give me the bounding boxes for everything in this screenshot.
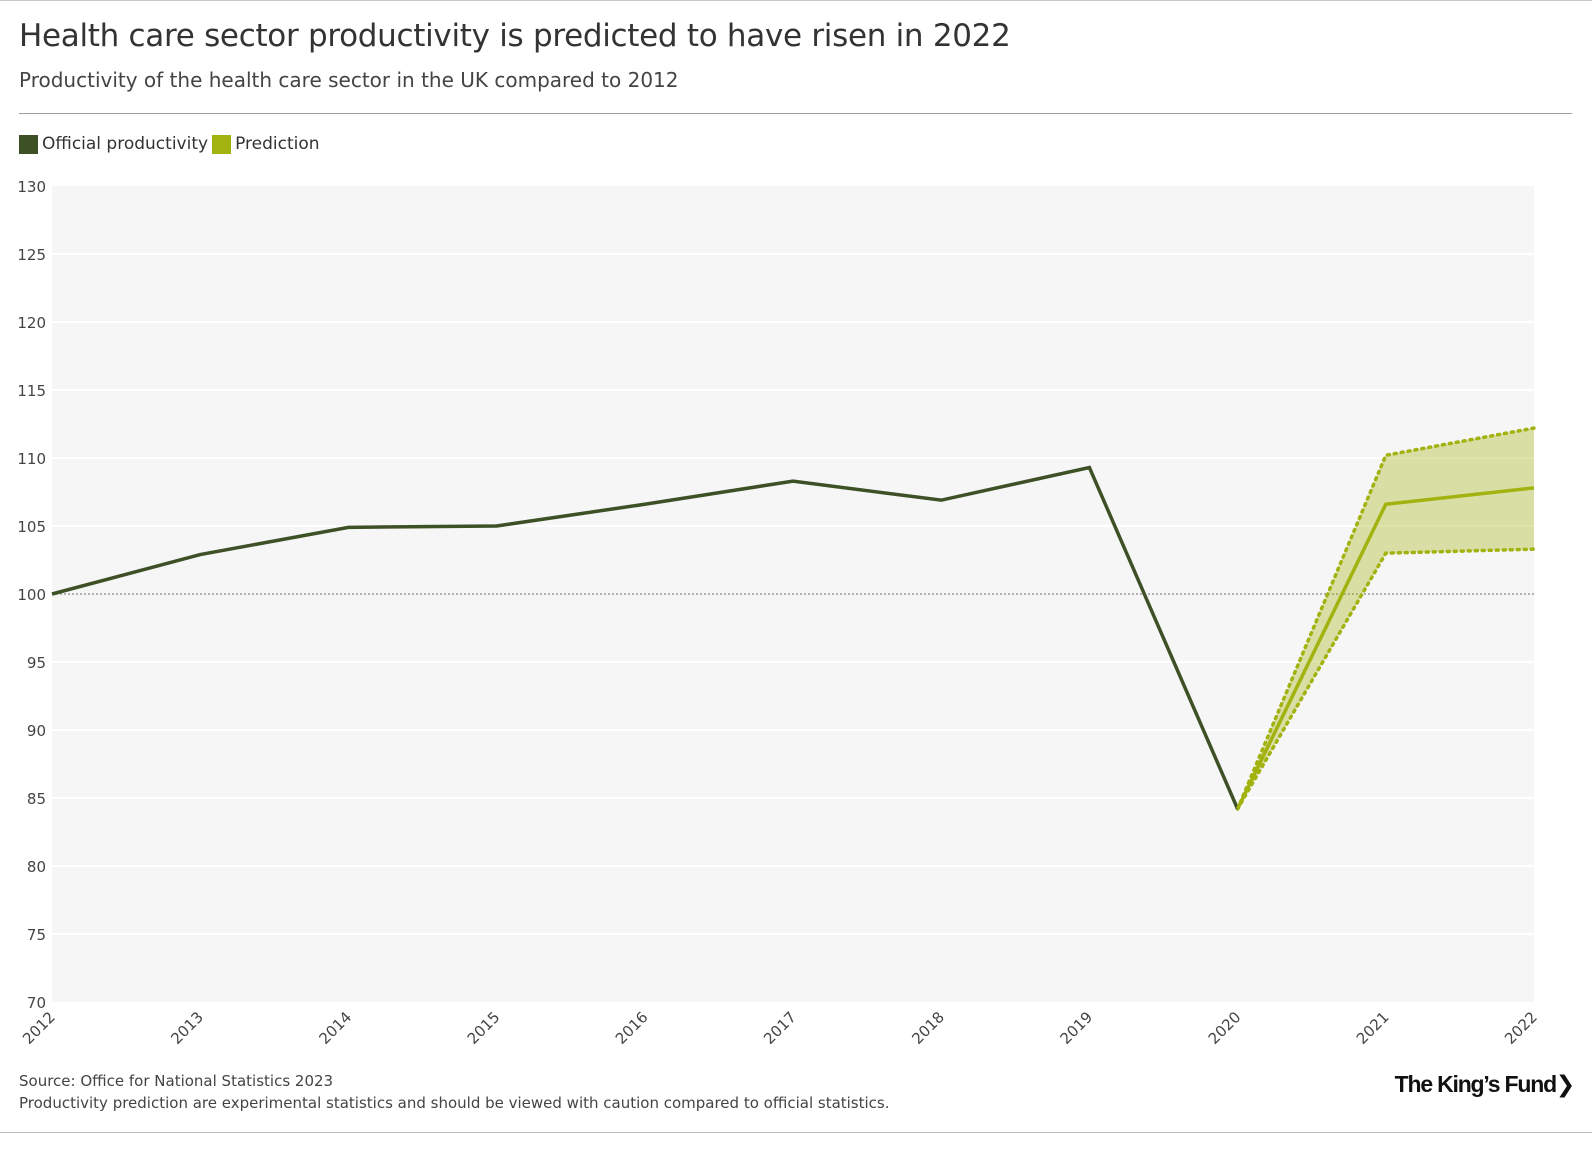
kings-fund-logo: The King’s Fund❯ <box>1394 1071 1576 1097</box>
y-tick-label: 110 <box>17 450 46 468</box>
prediction-lower-bound <box>1235 547 1536 811</box>
legend-item-prediction: Prediction <box>212 134 320 154</box>
y-tick-label: 95 <box>27 654 46 672</box>
x-tick-label: 2021 <box>1353 1008 1393 1048</box>
x-tick-label: 2013 <box>167 1008 207 1048</box>
x-tick-label: 2020 <box>1205 1008 1245 1048</box>
prediction-upper-bound <box>1235 426 1536 811</box>
chart-subtitle: Productivity of the health care sector i… <box>19 68 679 92</box>
y-tick-label: 125 <box>17 246 46 264</box>
series-line-prediction <box>1236 486 1535 810</box>
y-tick-label: 90 <box>27 722 46 740</box>
x-tick-label: 2019 <box>1056 1008 1096 1048</box>
x-tick-label: 2018 <box>908 1008 948 1048</box>
x-tick-label: 2017 <box>760 1008 800 1048</box>
header-divider <box>19 113 1572 114</box>
x-tick-label: 2022 <box>1501 1008 1541 1048</box>
prediction-band <box>1235 426 1536 811</box>
prediction-interval-area <box>1237 428 1534 809</box>
y-tick-label: 115 <box>17 382 46 400</box>
source-note: Source: Office for National Statistics 2… <box>19 1072 334 1090</box>
y-tick-label: 130 <box>17 178 46 196</box>
y-tick-label: 75 <box>27 926 46 944</box>
y-tick-label: 70 <box>27 994 46 1012</box>
chart-title: Health care sector productivity is predi… <box>19 18 1011 54</box>
x-tick-label: 2014 <box>315 1008 355 1048</box>
legend: Official productivity Prediction <box>19 134 324 154</box>
legend-item-official: Official productivity <box>19 134 208 154</box>
y-tick-label: 100 <box>17 586 46 604</box>
caveat-note: Productivity prediction are experimental… <box>19 1094 890 1112</box>
series-lines <box>51 465 1535 810</box>
x-tick-label: 2012 <box>19 1008 59 1048</box>
y-tick-label: 120 <box>17 314 46 332</box>
x-tick-label: 2015 <box>464 1008 504 1048</box>
legend-swatch-prediction <box>212 134 232 154</box>
gridlines <box>52 253 1534 935</box>
y-axis: 70 75 80 85 90 95 100 105 110 115 120 125 130 <box>17 178 46 1012</box>
x-axis: 2012 2013 2014 2015 2016 2017 2018 2019 2020 2021… <box>19 1008 1541 1048</box>
top-border <box>0 0 1592 1</box>
y-tick-label: 85 <box>27 790 46 808</box>
y-tick-label: 105 <box>17 518 46 536</box>
series-line-official-productivity <box>51 465 1240 810</box>
bottom-border <box>0 1132 1592 1133</box>
x-tick-label: 2016 <box>612 1008 652 1048</box>
legend-label-prediction: Prediction <box>235 134 320 154</box>
legend-swatch-official <box>19 134 38 154</box>
y-tick-label: 80 <box>27 858 46 876</box>
legend-label-official: Official productivity <box>42 134 209 154</box>
